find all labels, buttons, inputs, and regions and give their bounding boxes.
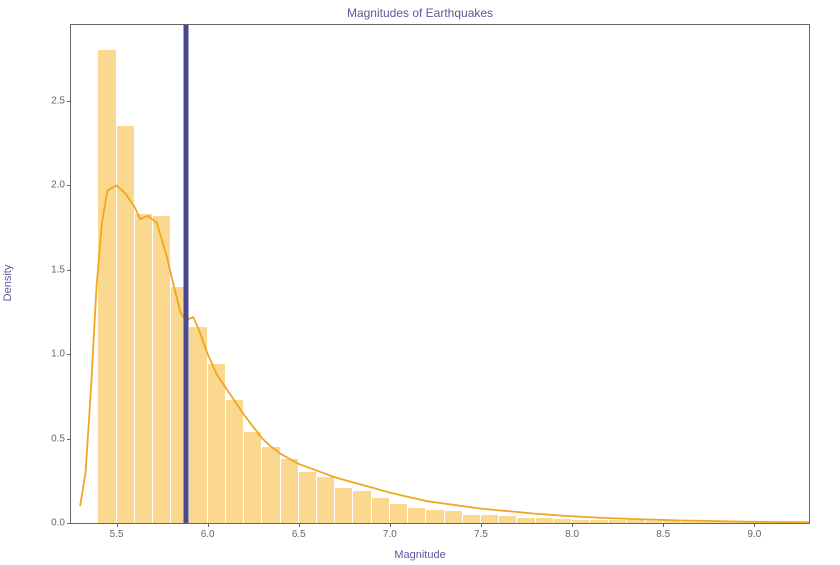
histogram-bar — [481, 515, 498, 523]
histogram-bar — [718, 522, 735, 523]
histogram-bar — [244, 432, 261, 523]
histogram-bar — [609, 520, 626, 523]
y-tick-mark — [67, 185, 71, 186]
histogram-bar — [189, 327, 206, 523]
x-tick-mark — [481, 523, 482, 527]
histogram-bar — [372, 498, 389, 523]
x-tick-mark — [117, 523, 118, 527]
histogram-bar — [681, 522, 698, 523]
histogram-bar — [700, 522, 717, 523]
histogram-bar — [317, 477, 334, 523]
histogram-bar — [208, 364, 225, 523]
histogram-bar — [445, 511, 462, 523]
y-axis-label: Density — [2, 264, 14, 301]
histogram-bars — [71, 25, 809, 523]
histogram-bar — [135, 214, 152, 523]
histogram-bar — [299, 472, 316, 523]
histogram-bar — [499, 516, 516, 523]
y-tick-mark — [67, 270, 71, 271]
x-tick-mark — [299, 523, 300, 527]
earthquake-histogram: Magnitudes of Earthquakes Density Magnit… — [0, 0, 840, 565]
x-axis-label: Magnitude — [0, 549, 840, 561]
x-tick-mark — [663, 523, 664, 527]
histogram-bar — [390, 504, 407, 523]
y-tick-mark — [67, 101, 71, 102]
histogram-bar — [536, 518, 553, 523]
mean-vertical-line — [183, 25, 188, 523]
histogram-bar — [773, 522, 790, 523]
y-tick-mark — [67, 523, 71, 524]
histogram-bar — [517, 518, 534, 523]
histogram-bar — [426, 510, 443, 524]
histogram-bar — [627, 520, 644, 523]
plot-area: 0.00.51.01.52.02.55.56.06.57.07.58.08.59… — [70, 24, 810, 524]
x-tick-mark — [572, 523, 573, 527]
histogram-bar — [590, 520, 607, 523]
histogram-bar — [463, 515, 480, 523]
histogram-bar — [791, 523, 808, 524]
histogram-bar — [226, 400, 243, 523]
histogram-bar — [353, 491, 370, 523]
histogram-bar — [408, 508, 425, 523]
y-tick-mark — [67, 439, 71, 440]
histogram-bar — [262, 447, 279, 523]
histogram-bar — [98, 50, 115, 523]
histogram-bar — [117, 126, 134, 523]
histogram-bar — [335, 488, 352, 523]
y-tick-mark — [67, 354, 71, 355]
histogram-bar — [281, 459, 298, 523]
x-tick-mark — [390, 523, 391, 527]
x-tick-mark — [754, 523, 755, 527]
chart-title: Magnitudes of Earthquakes — [0, 6, 840, 20]
histogram-bar — [153, 216, 170, 523]
x-tick-mark — [208, 523, 209, 527]
